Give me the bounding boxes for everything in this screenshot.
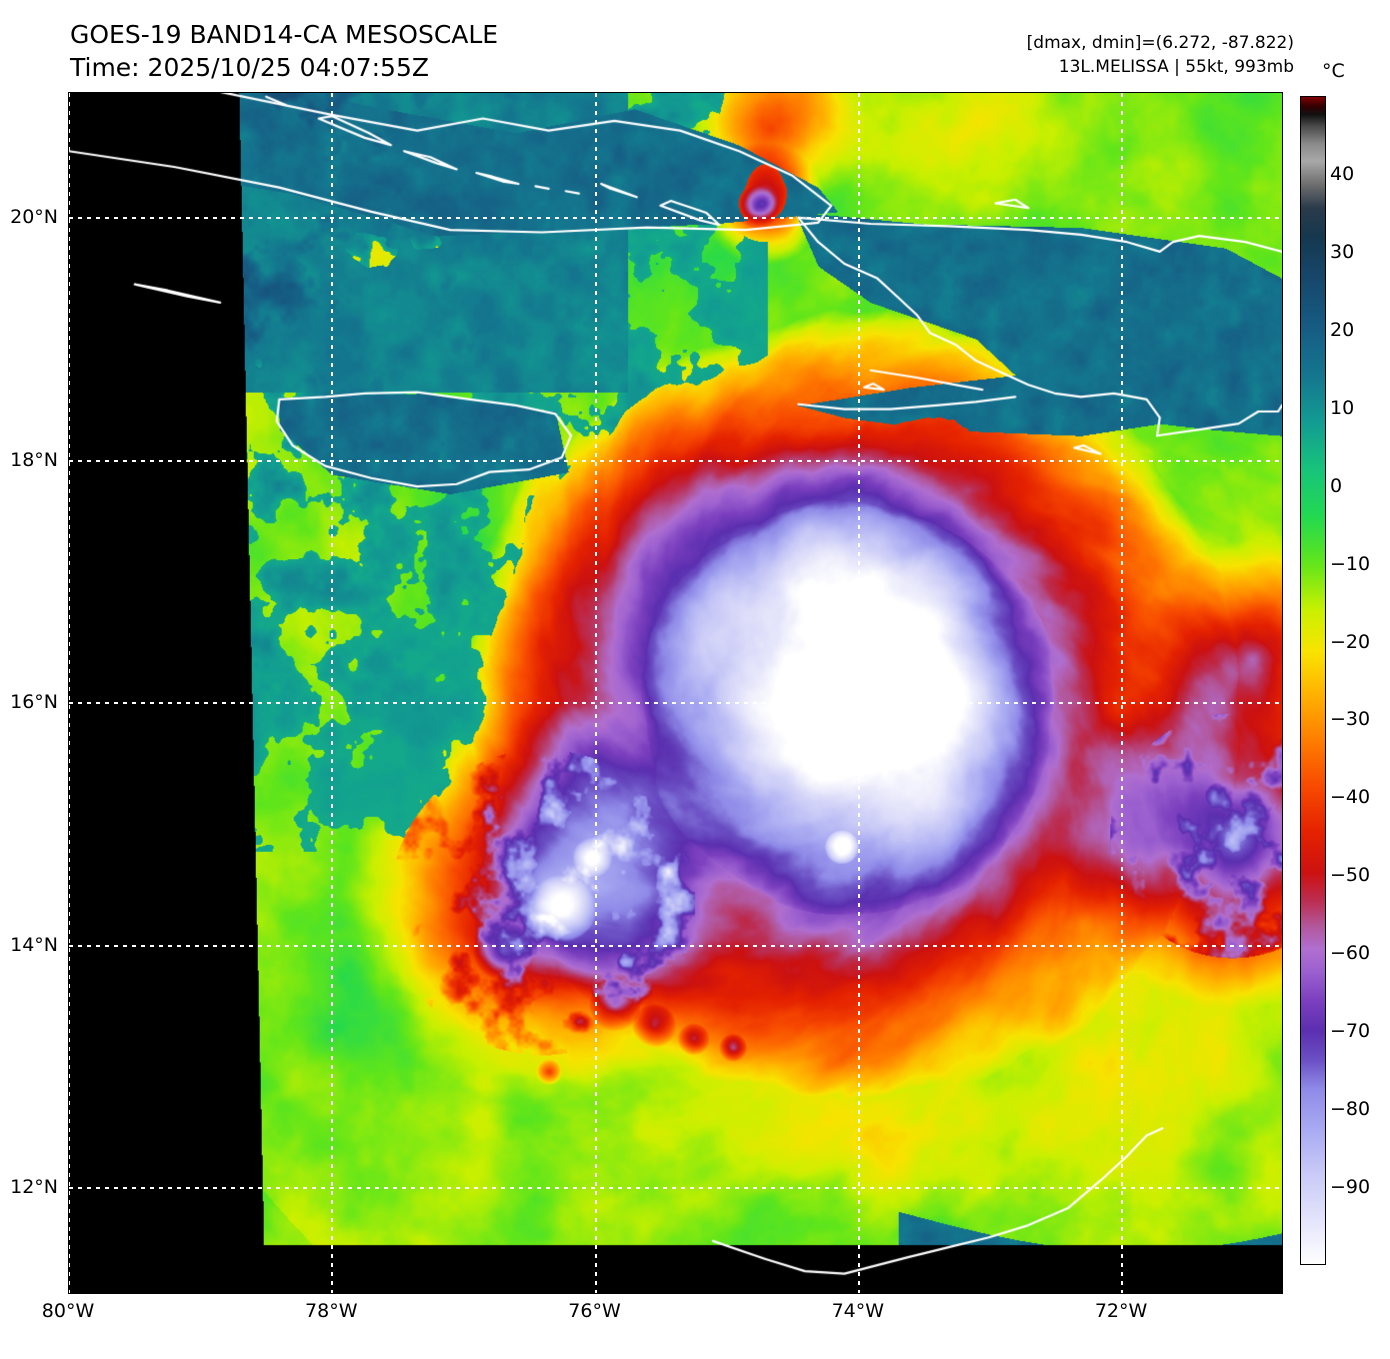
longitude-tick: 80°W [41,1300,95,1322]
storm-intensity-readout: 13L.MELISSA | 55kt, 993mb [1058,56,1294,77]
colorbar-unit-label: °C [1322,60,1345,82]
colorbar-tick: 0 [1330,474,1343,497]
page-title: GOES-19 BAND14-CA MESOSCALE Time: 2025/1… [70,18,498,84]
colorbar-tick: −10 [1330,552,1371,575]
latitude-tick: 12°N [10,1176,58,1199]
colorbar-tick: 40 [1330,162,1355,185]
colorbar-tick: −60 [1330,942,1371,965]
colorbar-tick-labels: 40 30 20 10 0 −10 −20 −30 −40 −50 −60 −70 −80 −90 [1330,96,1390,1265]
colorbar-tick: −80 [1330,1098,1371,1121]
infrared-brightness-temperature-raster [69,93,1282,1293]
colorbar-tick: −50 [1330,864,1371,887]
longitude-tick: 74°W [831,1300,885,1322]
colorbar[interactable] [1300,96,1326,1265]
metadata-block: [dmax, dmin]=(6.272, -87.822) 13L.MELISS… [1027,32,1294,80]
latitude-tick: 18°N [10,448,58,471]
colorbar-tick: −90 [1330,1176,1371,1199]
title-line-2: Time: 2025/10/25 04:07:55Z [70,53,429,82]
colorbar-tick: −40 [1330,786,1371,809]
latitude-tick: 14°N [10,933,58,956]
satellite-image-plot[interactable]: Copyright © 2020-2025 Dapiya [68,92,1283,1294]
colorbar-tick: −20 [1330,630,1371,653]
longitude-tick: 72°W [1094,1300,1148,1322]
colorbar-gradient [1301,97,1325,1264]
longitude-tick: 78°W [305,1300,358,1322]
dmax-dmin-readout: [dmax, dmin]=(6.272, -87.822) [1026,33,1294,53]
colorbar-tick: −70 [1330,1020,1371,1043]
longitude-tick: 76°W [568,1300,621,1322]
latitude-tick: 20°N [10,205,58,228]
colorbar-tick: 10 [1330,396,1355,419]
colorbar-tick: 30 [1330,240,1355,263]
latitude-tick: 16°N [10,691,58,714]
title-line-1: GOES-19 BAND14-CA MESOSCALE [70,20,499,49]
colorbar-tick: −30 [1330,708,1371,731]
colorbar-tick: 20 [1330,318,1355,341]
